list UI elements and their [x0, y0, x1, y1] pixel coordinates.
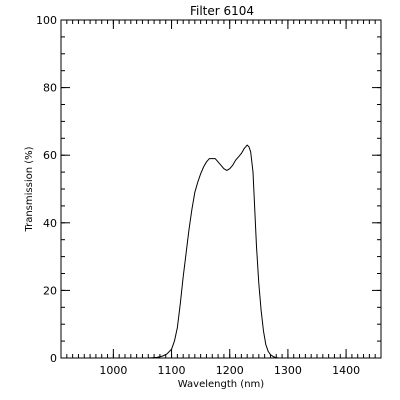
transmission-line	[148, 144, 285, 359]
y-tick-label: 100	[36, 14, 57, 27]
x-tick-label: 1300	[274, 364, 302, 377]
y-tick-label: 60	[43, 149, 57, 162]
plot-frame	[60, 19, 382, 359]
x-tick-label: 1100	[158, 364, 186, 377]
x-tick-label: 1400	[332, 364, 360, 377]
y-tick-label: 40	[43, 217, 57, 230]
y-axis-label: Transmission (%)	[24, 146, 35, 232]
chart-title: Filter 6104	[190, 4, 254, 18]
y-tick-label: 20	[43, 284, 57, 297]
y-tick-label: 80	[43, 82, 57, 95]
y-tick-labels: 0 20 40 60 80 100	[36, 14, 57, 365]
major-ticks	[61, 19, 381, 359]
x-tick-labels: 1000 1100 1200 1300 1400	[99, 364, 360, 377]
y-tick-label: 0	[50, 352, 57, 365]
minor-ticks	[60, 19, 382, 359]
x-tick-label: 1000	[99, 364, 127, 377]
x-tick-label: 1200	[216, 364, 244, 377]
x-axis-label: Wavelength (nm)	[178, 379, 264, 390]
